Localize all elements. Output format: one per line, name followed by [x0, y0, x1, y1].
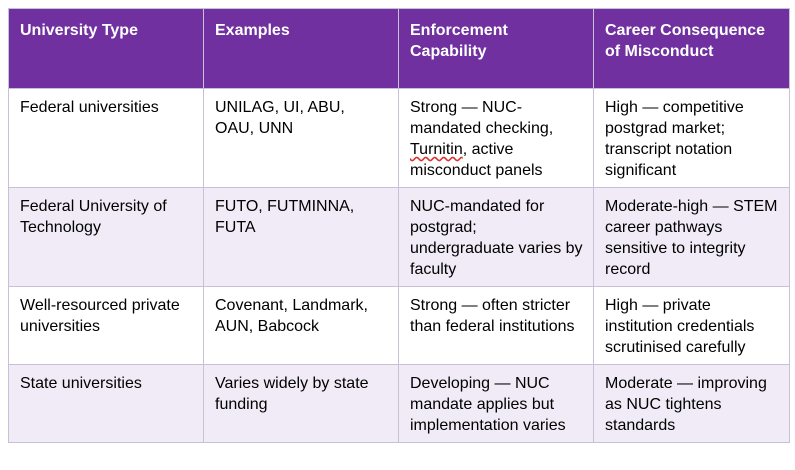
cell-career-consequence: Moderate-high — STEM career pathways sen…: [593, 187, 790, 287]
cell-examples: Covenant, Landmark, AUN, Babcock: [203, 286, 399, 365]
cell-examples: UNILAG, UI, ABU, OAU, UNN: [203, 88, 399, 188]
cell-enforcement-capability: NUC-mandated for postgrad; undergraduate…: [398, 187, 594, 287]
table-header-row: University Type Examples Enforcement Cap…: [8, 8, 790, 89]
cell-university-type: Federal University of Technology: [8, 187, 204, 287]
cell-enforcement-capability: Strong — NUC-mandated checking, Turnitin…: [398, 88, 594, 188]
spellcheck-flagged-word: Turnitin: [410, 141, 463, 158]
cell-career-consequence: Moderate — improving as NUC tightens sta…: [593, 364, 790, 443]
enforcement-text-start: Strong — NUC-mandated checking,: [410, 99, 554, 137]
cell-university-type: State universities: [8, 364, 204, 443]
cell-enforcement-capability: Strong — often stricter than federal ins…: [398, 286, 594, 365]
university-enforcement-table-container: University Type Examples Enforcement Cap…: [8, 8, 790, 443]
enforcement-text-end: , active misconduct panels: [410, 141, 543, 179]
table-row: Federal University of Technology FUTO, F…: [8, 187, 790, 287]
cell-university-type: Well-resourced private universities: [8, 286, 204, 365]
header-examples: Examples: [203, 8, 399, 89]
cell-enforcement-capability: Developing — NUC mandate applies but imp…: [398, 364, 594, 443]
header-university-type: University Type: [8, 8, 204, 89]
header-career-consequence: Career Consequence of Misconduct: [593, 8, 790, 89]
cell-university-type: Federal universities: [8, 88, 204, 188]
cell-career-consequence: High — private institution credentials s…: [593, 286, 790, 365]
university-enforcement-table: University Type Examples Enforcement Cap…: [8, 8, 790, 443]
table-row: Federal universities UNILAG, UI, ABU, OA…: [8, 88, 790, 188]
cell-career-consequence: High — competitive postgrad market; tran…: [593, 88, 790, 188]
header-enforcement-capability: Enforcement Capability: [398, 8, 594, 89]
cell-examples: FUTO, FUTMINNA, FUTA: [203, 187, 399, 287]
cell-examples: Varies widely by state funding: [203, 364, 399, 443]
table-row: Well-resourced private universities Cove…: [8, 286, 790, 365]
table-row: State universities Varies widely by stat…: [8, 364, 790, 443]
